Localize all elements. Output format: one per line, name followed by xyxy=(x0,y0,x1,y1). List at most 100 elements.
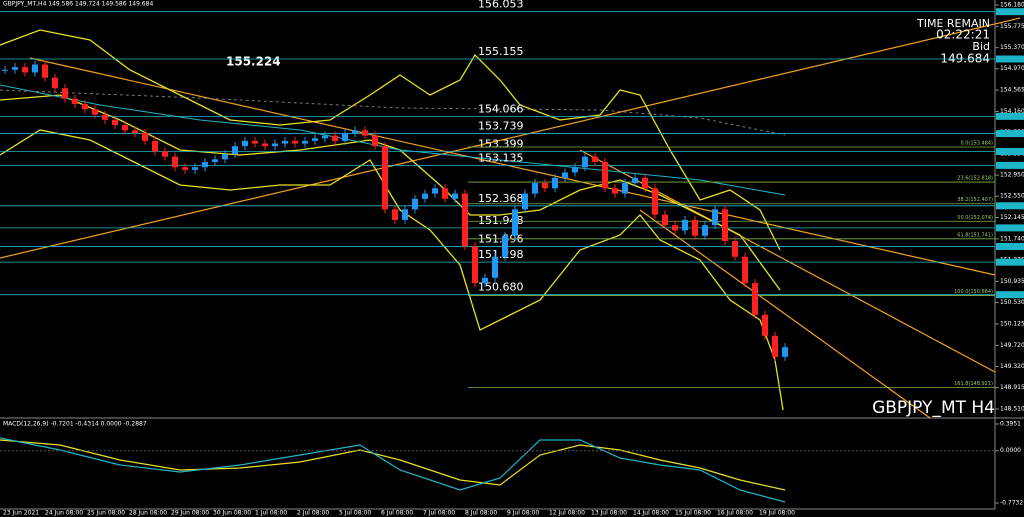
candle xyxy=(542,183,548,189)
date-label: 16 Jul 08:00 xyxy=(717,510,753,517)
candle xyxy=(692,219,698,236)
level-label: 152.368 xyxy=(478,192,524,205)
candle xyxy=(432,188,438,194)
level-label: 154.066 xyxy=(478,102,524,115)
candle xyxy=(652,188,658,215)
level-label: 153.399 xyxy=(478,137,524,150)
candle xyxy=(232,146,238,155)
level-box xyxy=(996,130,1024,138)
level-box xyxy=(996,258,1024,266)
date-label: 7 Jul 08:00 xyxy=(423,510,455,517)
candle xyxy=(122,125,128,131)
fib-label: 0.0(153.484) xyxy=(960,141,993,147)
fib-label: 161.8(148.921) xyxy=(954,381,993,387)
trend-line xyxy=(639,209,931,419)
price-tick-label: 154.565 xyxy=(1000,87,1024,94)
candle xyxy=(532,183,538,194)
candle xyxy=(582,156,588,168)
date-label: 29 Jun 08:00 xyxy=(171,510,209,517)
price-tick-label: 150.530 xyxy=(1000,299,1024,306)
time-remain-label: TIME REMAIN xyxy=(916,17,990,30)
candle xyxy=(672,225,678,231)
macd-tick-label: 0.0000 xyxy=(1000,447,1021,454)
candle xyxy=(142,132,148,141)
date-label: 30 Jun 08:00 xyxy=(213,510,251,517)
trend-line xyxy=(579,149,996,373)
candle xyxy=(772,335,778,357)
candle xyxy=(742,256,748,284)
candle xyxy=(592,156,598,162)
price-tick-label: 155.775 xyxy=(1000,23,1024,30)
level-box xyxy=(996,147,1024,155)
level-label: 150.680 xyxy=(478,281,524,294)
candle xyxy=(312,138,318,141)
candle xyxy=(112,119,118,126)
date-label: 5 Jul 08:00 xyxy=(339,510,371,517)
candle xyxy=(12,67,18,70)
candle xyxy=(632,177,638,184)
date-label: 15 Jul 08:00 xyxy=(675,510,711,517)
date-label: 19 Jul 08:00 xyxy=(759,510,795,517)
price-tick-label: 150.125 xyxy=(1000,320,1024,327)
price-tick-label: 148.915 xyxy=(1000,384,1024,391)
candle xyxy=(472,246,478,284)
level-label: 155.155 xyxy=(478,45,524,58)
level-box xyxy=(996,112,1024,120)
candle xyxy=(212,159,218,162)
candle xyxy=(262,143,268,147)
candle xyxy=(512,209,518,236)
candle xyxy=(152,140,158,152)
candle xyxy=(602,161,608,189)
candle xyxy=(352,130,358,133)
candle xyxy=(382,146,388,210)
candle xyxy=(682,219,688,231)
level-box xyxy=(996,8,1024,16)
candle xyxy=(362,130,368,136)
candle xyxy=(422,193,428,199)
candle xyxy=(182,167,188,170)
level-box xyxy=(996,242,1024,250)
time-remain: 02:22:21 xyxy=(936,28,990,42)
bollinger-upper xyxy=(0,29,781,251)
candle xyxy=(192,167,198,170)
candle xyxy=(392,209,398,220)
bollinger-lower xyxy=(0,129,784,411)
candle xyxy=(272,143,278,147)
candle xyxy=(242,140,248,147)
level-label: 153.739 xyxy=(478,120,524,133)
candle xyxy=(2,69,8,71)
candle xyxy=(622,183,628,194)
date-label: 28 Jun 08:00 xyxy=(129,510,167,517)
date-label: 8 Jul 08:00 xyxy=(465,510,497,517)
fib-label: 23.6(152.818) xyxy=(957,176,993,182)
price-tick-label: 156.180 xyxy=(1000,2,1024,9)
candle xyxy=(92,109,98,115)
candle xyxy=(612,188,618,194)
candle xyxy=(42,64,48,78)
level-box xyxy=(996,291,1024,299)
candle xyxy=(442,188,448,199)
moving-average xyxy=(0,84,786,196)
candle xyxy=(62,88,68,99)
candle xyxy=(322,135,328,139)
bid-label: Bid xyxy=(972,40,990,53)
candle xyxy=(712,209,718,226)
candle xyxy=(372,135,378,147)
candle xyxy=(292,140,298,144)
level-box xyxy=(996,55,1024,63)
chart-header: GBPJPY_MT,H4 149.586 149.724 149.586 149… xyxy=(3,1,153,8)
candle xyxy=(32,64,38,73)
candle xyxy=(132,130,138,133)
price-tick-label: 152.145 xyxy=(1000,214,1024,221)
trend-line xyxy=(0,17,1021,259)
candle xyxy=(552,177,558,189)
watermark: GBPJPY_MT H4 xyxy=(872,398,995,418)
candle xyxy=(162,151,168,157)
date-label: 6 Jul 08:00 xyxy=(381,510,413,517)
level-box xyxy=(996,224,1024,232)
date-label: 23 Jun 2021 xyxy=(3,510,39,517)
candle xyxy=(702,225,708,236)
candle xyxy=(332,135,338,141)
